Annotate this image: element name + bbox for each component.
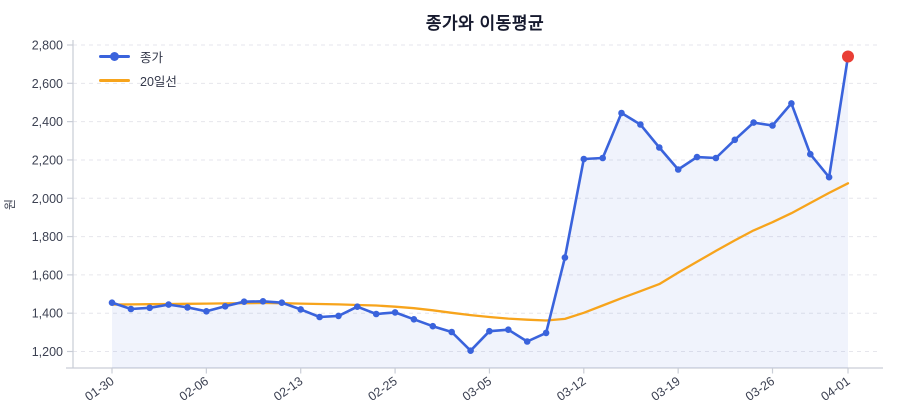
data-point[interactable] (599, 154, 606, 162)
data-point[interactable] (410, 316, 418, 323)
data-point[interactable] (618, 109, 625, 117)
chart-title: 종가와 이동평균 (425, 14, 545, 33)
data-point[interactable] (372, 310, 380, 318)
data-point[interactable] (807, 150, 814, 158)
close-line-swatch-icon (99, 52, 130, 61)
data-point[interactable] (731, 136, 739, 144)
highlighted-last-data-point[interactable] (842, 50, 854, 63)
x-tick-label: 03-19 (649, 374, 683, 404)
y-tick-label: 2,800 (32, 39, 63, 53)
data-point[interactable] (448, 328, 456, 336)
data-point[interactable] (486, 327, 493, 335)
data-point[interactable] (542, 329, 550, 337)
data-point[interactable] (750, 119, 757, 126)
y-tick-label: 1,200 (32, 345, 63, 359)
data-point[interactable] (769, 122, 776, 129)
close-dot-icon (110, 52, 119, 61)
data-point[interactable] (127, 305, 135, 313)
y-tick-label: 2,200 (32, 153, 63, 167)
legend-item-close-price[interactable]: 종가 (99, 47, 177, 66)
x-tick-label: 03-05 (460, 374, 494, 404)
close-series-area (112, 56, 848, 368)
data-point[interactable] (354, 303, 361, 311)
close-series-line (110, 55, 850, 352)
y-tick-label: 2,000 (32, 192, 63, 206)
data-point[interactable] (656, 144, 663, 151)
ma20-line-swatch-icon (99, 79, 130, 82)
data-point[interactable] (523, 338, 531, 345)
y-tick-label: 1,600 (32, 268, 63, 282)
data-point[interactable] (221, 303, 229, 310)
x-tick-label: 02-13 (271, 374, 305, 404)
legend-label: 종가 (140, 51, 164, 65)
data-point[interactable] (108, 299, 116, 307)
data-point[interactable] (240, 298, 248, 306)
data-point[interactable] (825, 173, 833, 181)
data-point[interactable] (674, 166, 682, 173)
data-point[interactable] (505, 326, 512, 334)
legend-label: 20일선 (140, 75, 177, 89)
data-point[interactable] (637, 121, 644, 128)
x-tick-label: 02-25 (366, 374, 400, 404)
x-tick-label: 03-26 (743, 374, 777, 404)
data-point[interactable] (561, 254, 569, 261)
x-tick-label: 01-30 (82, 374, 116, 404)
data-point[interactable] (693, 153, 701, 161)
data-point[interactable] (165, 301, 172, 308)
data-point[interactable] (278, 299, 286, 307)
data-point[interactable] (203, 308, 210, 315)
chart-legend: 종가 20일선 (99, 47, 177, 90)
data-point[interactable] (335, 312, 342, 320)
data-point[interactable] (429, 322, 437, 330)
data-point[interactable] (259, 298, 267, 305)
y-tick-label: 2,600 (32, 77, 63, 91)
y-tick-label: 1,400 (32, 307, 63, 321)
data-point[interactable] (184, 304, 191, 311)
data-point[interactable] (788, 100, 795, 107)
data-point[interactable] (297, 306, 305, 313)
y-tick-label: 1,800 (32, 230, 63, 244)
y-tick-label: 2,400 (32, 115, 63, 129)
x-tick-label: 04-01 (818, 374, 852, 404)
data-point[interactable] (146, 304, 153, 312)
data-point[interactable] (467, 347, 474, 355)
x-tick-label: 02-06 (177, 374, 211, 404)
legend-item-ma20[interactable]: 20일선 (99, 71, 177, 90)
data-point[interactable] (712, 154, 720, 162)
data-point[interactable] (391, 309, 399, 316)
data-point[interactable] (316, 313, 323, 321)
x-tick-label: 03-12 (554, 374, 588, 404)
data-point[interactable] (580, 155, 588, 163)
